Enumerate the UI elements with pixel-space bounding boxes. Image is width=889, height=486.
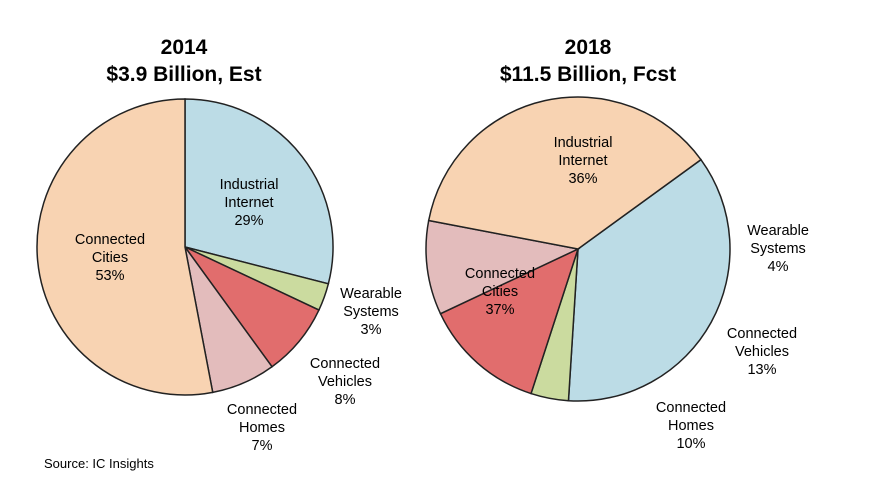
slice-name: Internet xyxy=(558,153,608,169)
slice-name: Cities xyxy=(481,284,519,300)
slice-name: Connected xyxy=(74,232,146,248)
chart-title: 2018 xyxy=(564,36,612,59)
slice-percent: 53% xyxy=(95,268,125,284)
slice-name: Wearable xyxy=(340,286,402,302)
slice-name: Vehicles xyxy=(734,344,790,360)
pie-slice-connected-vehicles xyxy=(439,247,580,395)
slice-percent: 36% xyxy=(568,171,598,187)
slice-name: Connected xyxy=(726,326,798,342)
pie-slice-connected-cities xyxy=(427,96,703,250)
slice-name: Homes xyxy=(668,418,714,434)
slice-name: Wearable xyxy=(747,223,809,239)
chart-subtitle: $11.5 Billion, Fcst xyxy=(499,63,677,86)
slice-percent: 37% xyxy=(485,302,515,318)
chart-title-2018: 2018 $11.5 Billion, Fcst xyxy=(478,34,698,88)
slice-label: Connected Cities 53% xyxy=(75,231,145,285)
source-note: Source: IC Insights xyxy=(44,456,154,471)
chart-title-2014: 2014 $3.9 Billion, Est xyxy=(84,34,284,88)
pie-slice-connected-cities xyxy=(36,98,214,396)
slice-label: Connected Cities 37% xyxy=(465,265,535,319)
slice-name: Industrial xyxy=(553,135,613,151)
chart-subtitle: $3.9 Billion, Est xyxy=(106,63,262,86)
slice-name: Cities xyxy=(91,250,129,266)
slice-label: Industrial Internet 29% xyxy=(220,176,279,230)
pie-slice-industrial-internet xyxy=(567,158,731,402)
slice-percent: 10% xyxy=(676,436,706,452)
pie-slice-connected-homes xyxy=(425,219,581,315)
slice-label: Connected Homes 7% xyxy=(227,401,297,455)
slice-label: Wearable Systems 4% xyxy=(747,222,809,276)
slice-name: Connected xyxy=(655,400,727,416)
slice-name: Systems xyxy=(343,304,399,320)
slice-label: Connected Vehicles 8% xyxy=(310,355,380,409)
slice-label: Connected Vehicles 13% xyxy=(727,325,797,379)
slice-percent: 29% xyxy=(234,213,264,229)
slice-name: Vehicles xyxy=(317,374,373,390)
slice-name: Systems xyxy=(750,241,806,257)
slice-name: Connected xyxy=(464,266,536,282)
slice-percent: 4% xyxy=(767,259,789,275)
slice-name: Internet xyxy=(224,195,274,211)
slice-label: Industrial Internet 36% xyxy=(554,134,613,188)
slice-percent: 13% xyxy=(747,362,777,378)
slice-name: Connected xyxy=(226,402,298,418)
pie-slice-industrial-internet xyxy=(184,98,334,285)
slice-name: Homes xyxy=(239,420,285,436)
slice-label: Connected Homes 10% xyxy=(656,399,726,453)
slice-percent: 3% xyxy=(360,322,382,338)
slice-label: Wearable Systems 3% xyxy=(340,285,402,339)
slice-name: Industrial xyxy=(219,177,279,193)
slice-percent: 7% xyxy=(251,438,273,454)
slice-name: Connected xyxy=(309,356,381,372)
slice-percent: 8% xyxy=(334,392,356,408)
chart-title: 2014 xyxy=(160,36,208,59)
